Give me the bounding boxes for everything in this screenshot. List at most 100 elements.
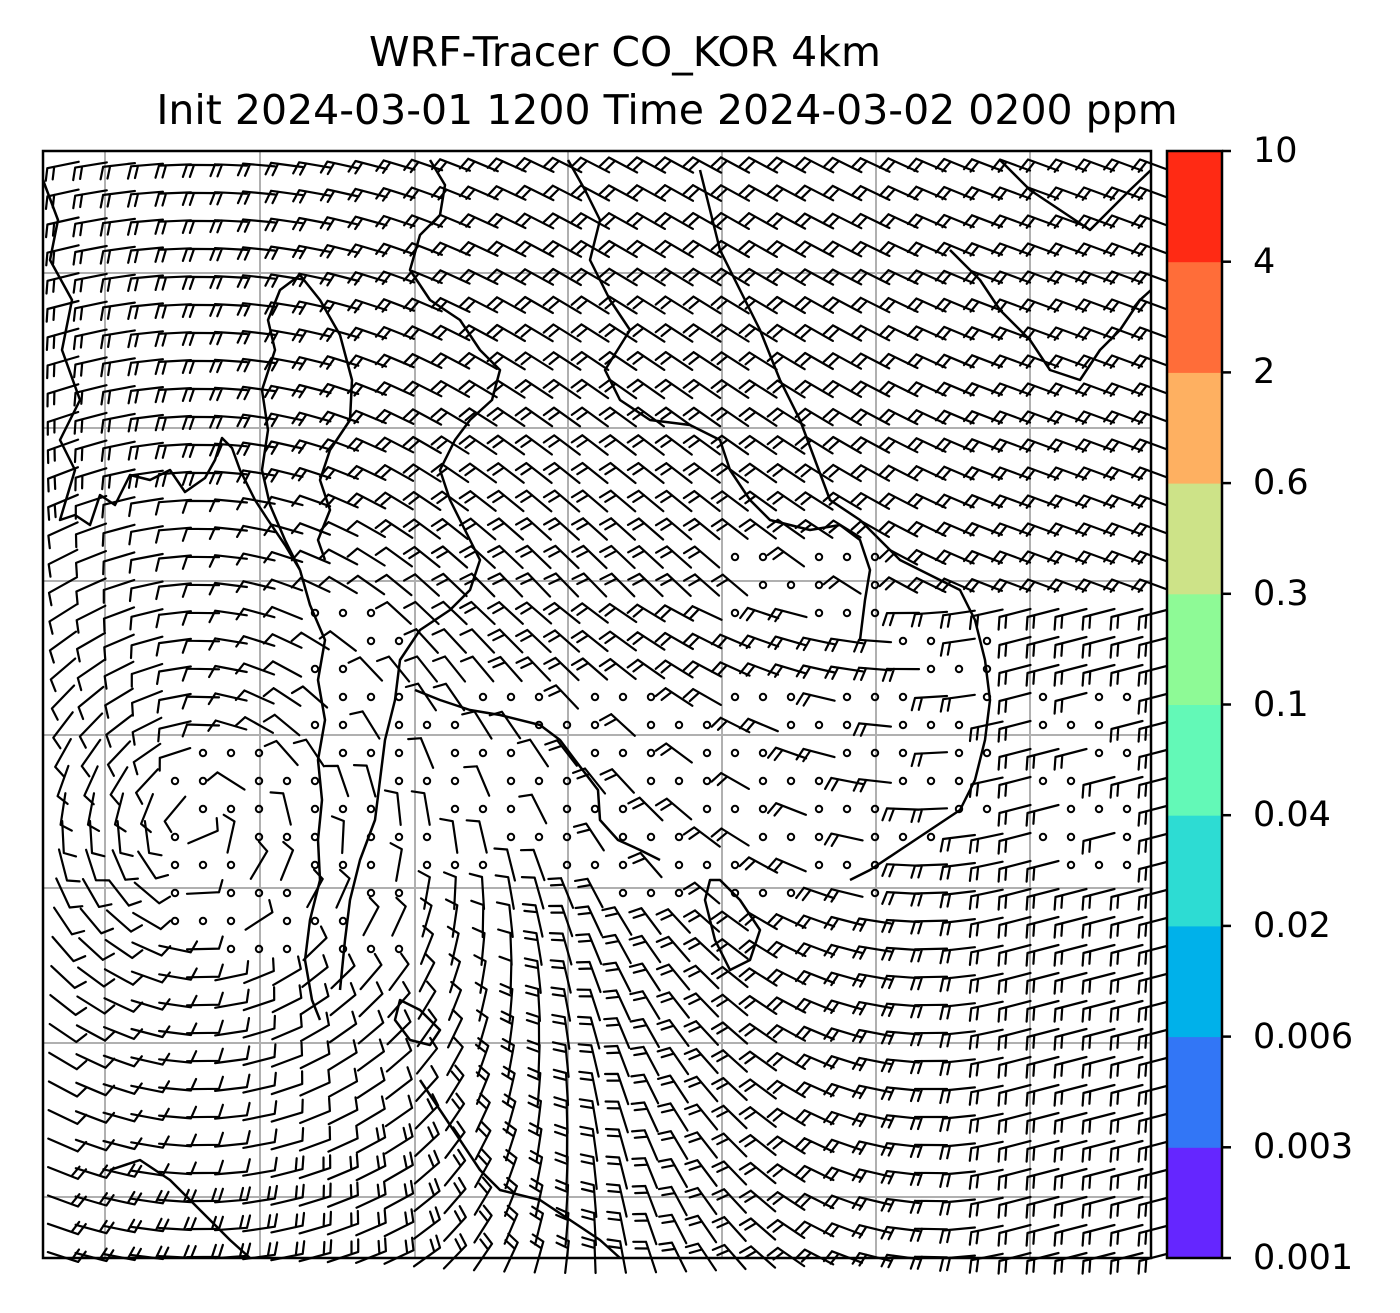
wind-barb	[49, 657, 77, 693]
wind-barb	[459, 572, 496, 598]
wind-barb	[374, 546, 413, 568]
wind-barb	[242, 1100, 278, 1122]
wind-barb	[766, 1163, 806, 1183]
wind-barb	[881, 918, 921, 934]
wind-barb	[430, 462, 470, 484]
wind-barb	[738, 1022, 778, 1044]
colorbar-tick-label: 0.04	[1253, 795, 1331, 836]
wind-barb	[270, 1041, 304, 1068]
wind-barb	[906, 381, 947, 397]
wind-barb	[410, 790, 431, 826]
wind-barb	[684, 1186, 718, 1216]
wind-barb	[997, 859, 1032, 883]
wind-barb	[654, 462, 693, 484]
wind-barb	[1109, 663, 1144, 687]
wind-barb	[486, 212, 527, 230]
calm-wind-marker	[814, 804, 824, 814]
wind-barb	[80, 738, 102, 778]
wind-barb	[909, 1227, 949, 1242]
wind-barb	[656, 1019, 690, 1047]
calm-wind-marker	[338, 608, 348, 618]
calm-wind-marker	[338, 804, 348, 814]
calm-wind-marker	[310, 776, 320, 786]
wind-barb	[655, 908, 691, 934]
calm-wind-marker	[478, 692, 488, 702]
wind-barb	[626, 378, 666, 400]
wind-barb	[934, 549, 975, 565]
calm-wind-marker	[338, 720, 348, 730]
wind-barb	[465, 819, 488, 854]
wind-barb	[766, 546, 806, 568]
wind-barb	[1025, 1139, 1060, 1163]
calm-wind-marker	[618, 692, 628, 702]
wind-barb	[1047, 522, 1088, 537]
wind-barb	[738, 490, 778, 512]
wind-barb	[47, 521, 79, 550]
wind-barb	[347, 215, 388, 231]
wind-barb	[629, 990, 661, 1020]
wind-barb	[682, 323, 722, 343]
wind-barb	[1075, 242, 1116, 257]
wind-barb	[515, 572, 552, 598]
wind-barb	[46, 383, 80, 408]
wind-barb	[102, 578, 136, 604]
wind-barb	[658, 1213, 688, 1245]
wind-barb	[570, 406, 609, 428]
wind-barb	[143, 820, 163, 857]
wind-barb	[298, 1154, 332, 1180]
wind-barb	[75, 1053, 116, 1069]
wind-barb	[710, 993, 749, 1017]
wind-barb	[850, 380, 891, 398]
wind-barb	[414, 1121, 440, 1157]
wind-barb	[1025, 607, 1060, 631]
wind-barb	[766, 323, 806, 343]
wind-barb	[128, 525, 164, 546]
wind-barb	[185, 1103, 224, 1119]
wind-barb	[432, 655, 467, 683]
wind-barb	[654, 659, 694, 679]
wind-barb	[458, 157, 499, 173]
wind-barb	[962, 242, 1004, 257]
wind-barb	[1103, 410, 1144, 425]
wind-barb	[127, 441, 164, 461]
calm-wind-marker	[758, 580, 768, 590]
wind-barb	[128, 497, 164, 518]
calm-wind-marker	[982, 804, 992, 814]
wind-barb	[88, 819, 106, 858]
wind-barb	[738, 967, 778, 987]
calm-wind-marker	[394, 776, 404, 786]
wind-barb	[458, 268, 499, 286]
wind-barb	[444, 1120, 466, 1159]
wind-barb	[822, 519, 862, 539]
wind-barb	[711, 1216, 747, 1242]
wind-barb	[104, 938, 144, 960]
wind-barb	[1081, 1167, 1116, 1191]
wind-barb	[214, 988, 250, 1009]
wind-barb	[493, 847, 516, 882]
calm-wind-marker	[310, 832, 320, 842]
wind-barb	[163, 795, 187, 834]
wind-barb	[78, 712, 104, 749]
wind-barb	[1131, 186, 1172, 201]
wind-barb	[968, 1028, 1004, 1050]
wind-barb	[1103, 578, 1144, 593]
wind-barb	[318, 548, 359, 566]
wind-barb	[319, 271, 360, 287]
wind-barb	[375, 270, 416, 285]
wind-barb	[47, 493, 79, 521]
wind-barb	[383, 1208, 415, 1238]
wind-barb	[1103, 522, 1144, 537]
calm-wind-marker	[1122, 748, 1132, 758]
wind-barb	[185, 991, 224, 1007]
wind-barb	[328, 1010, 358, 1044]
calm-wind-marker	[394, 692, 404, 702]
wind-barb	[1053, 1083, 1088, 1107]
wind-barb	[626, 156, 667, 174]
wind-barb	[991, 578, 1032, 593]
wind-barb	[881, 891, 921, 906]
wind-barb	[1109, 971, 1144, 995]
calm-wind-marker	[954, 748, 964, 758]
colorbar-tick-label: 0.001	[1253, 1238, 1354, 1278]
wind-barb	[684, 1159, 718, 1187]
wind-barb	[352, 764, 377, 798]
